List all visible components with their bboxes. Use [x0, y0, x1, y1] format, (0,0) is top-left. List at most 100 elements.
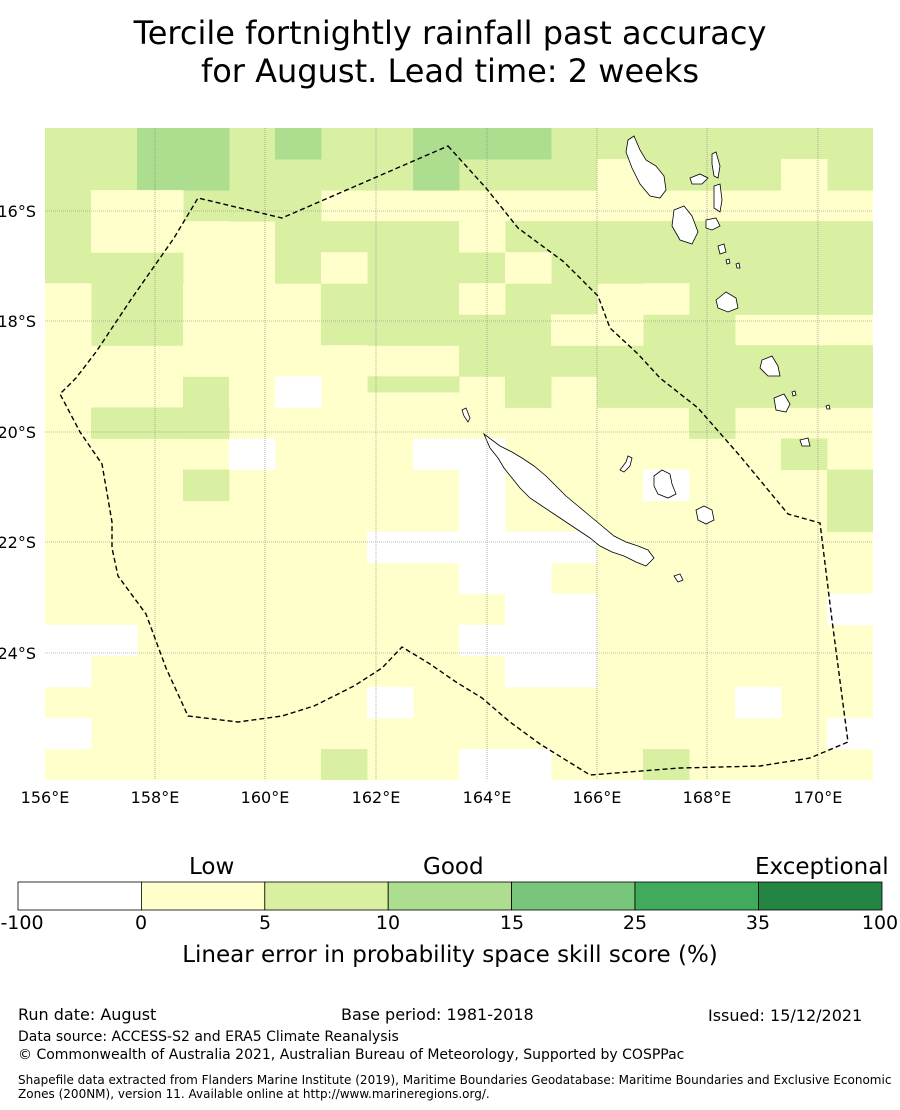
colorbar-tick-100: 100: [861, 912, 899, 934]
colorbar-title: Linear error in probability space skill …: [182, 942, 718, 968]
vanuatu-malekula: [671, 205, 699, 245]
grid-cell-good-5: [91, 283, 184, 346]
grid-cell-low-14: [597, 314, 644, 346]
colorbar-tick-15: 15: [499, 912, 525, 934]
loyalty-island-lifou: [653, 469, 677, 499]
skill-grid: [45, 128, 874, 780]
colorbar-tick-5: 5: [258, 912, 272, 934]
lat-label-16s: 16°S: [0, 202, 36, 221]
map-title-line1: Tercile fortnightly rainfall past accura…: [133, 14, 767, 52]
lat-label-22s: 22°S: [0, 533, 36, 552]
grid-cell-low-10: [45, 283, 92, 408]
new-caledonia-island: [483, 432, 655, 567]
grid-cell-negative-2: [275, 376, 322, 408]
copyright: © Commonwealth of Australia 2021, Austra…: [18, 1047, 685, 1063]
grid-cell-negative-7: [505, 562, 552, 595]
grid-cell-low-8: [459, 283, 506, 315]
eez-boundary: [59, 145, 849, 776]
lat-label-24s: 24°S: [0, 644, 36, 663]
vanuatu-ambrym: [705, 217, 721, 231]
colorbar-segment-15-25: [511, 881, 636, 911]
map-title-line2: for August. Lead time: 2 weeks: [200, 52, 700, 90]
colorbar-segment-neg100-0: [17, 881, 142, 911]
grid-cell-good-8: [597, 376, 873, 408]
colorbar-tick-25: 25: [622, 912, 648, 934]
lon-label-166e: 166°E: [573, 788, 622, 807]
loyalty-island-ouvea: [619, 455, 633, 473]
colorbar-tick-neg100: -100: [0, 912, 44, 934]
grid-cell-negative-0: [45, 624, 138, 657]
grid-cell-negative-16: [735, 686, 782, 719]
lon-label-156e: 156°E: [21, 788, 70, 807]
vanuatu-efate: [715, 291, 739, 313]
vanuatu-ambae: [689, 173, 709, 185]
data-source: Data source: ACCESS-S2 and ERA5 Climate …: [18, 1029, 399, 1045]
grid-cell-good-4: [45, 252, 184, 284]
vanuatu-espiritu-santo: [625, 135, 667, 199]
grid-cell-negative-18: [873, 687, 874, 750]
vanuatu-aneityum: [799, 437, 811, 447]
grid-cell-negative-3: [229, 438, 276, 470]
colorbar-segment-0-5: [140, 881, 266, 911]
small-islet-1: [725, 258, 731, 265]
issued-date: Issued: 15/12/2021: [708, 1006, 863, 1025]
graticule: [45, 128, 873, 780]
lon-label-162e: 162°E: [352, 788, 401, 807]
latitude-labels: 16°S 18°S 20°S 22°S 24°S: [0, 202, 36, 663]
legend-category-exceptional: Exceptional: [755, 854, 889, 880]
vanuatu-erromango: [759, 355, 781, 377]
grid-cell-good-16: [505, 376, 552, 408]
grid-cell-low-2: [321, 252, 368, 284]
grid-cell-low-12: [321, 345, 368, 377]
grid-cell-negative-17: [827, 717, 873, 750]
grid-cell-low-1: [183, 221, 230, 253]
grid-cell-good-22: [643, 749, 690, 780]
grid-cell-negative-15: [827, 593, 873, 626]
small-islet-3: [791, 390, 797, 397]
shapefile-credit: Shapefile data extracted from Flanders M…: [18, 1073, 892, 1101]
grid-cell-better-2: [413, 128, 552, 160]
lon-label-164e: 164°E: [463, 788, 512, 807]
grid-cell-negative-9: [505, 593, 598, 688]
grid-cell-good-19: [183, 469, 230, 501]
grid-cell-good-17: [689, 407, 736, 439]
colorbar-segment-10-15: [387, 881, 513, 911]
small-islet-2: [735, 262, 741, 269]
colorbar-tick-10: 10: [375, 912, 401, 934]
lat-label-20s: 20°S: [0, 423, 36, 442]
grid-cell-good-2: [183, 190, 322, 222]
grid-cell-low-7: [643, 283, 690, 315]
grid-cell-good-10: [367, 376, 460, 393]
grid-cell-good-11: [459, 345, 506, 377]
grid-cell-negative-12: [45, 717, 92, 750]
grid-cell-better-3: [413, 159, 460, 191]
legend-category-good: Good: [423, 854, 484, 880]
grid-cell-good-9: [735, 252, 873, 315]
grid-cell-low-9: [183, 283, 276, 377]
coastlines: [461, 135, 831, 583]
isle-of-pines: [673, 573, 684, 583]
belep-islands: [461, 407, 471, 423]
grid-cell-good-24: [827, 345, 873, 377]
small-islet-4: [825, 404, 831, 410]
lon-label-168e: 168°E: [683, 788, 732, 807]
vanuatu-epi: [717, 243, 727, 255]
grid-cell-low-3: [459, 221, 506, 253]
base-period: Base period: 1981-2018: [341, 1005, 534, 1024]
grid-cell-good-14: [91, 407, 138, 439]
grid-cell-low-11: [551, 314, 598, 346]
map-title: Tercile fortnightly rainfall past accura…: [0, 14, 900, 90]
grid-cell-good-15: [183, 376, 230, 439]
grid-cell-good-20: [873, 407, 874, 439]
grid-cell-negative-11: [367, 686, 414, 719]
lon-label-170e: 170°E: [794, 788, 843, 807]
grid-cell-good-23: [321, 749, 368, 780]
vanuatu-tanna: [773, 393, 791, 413]
lon-label-160e: 160°E: [241, 788, 290, 807]
grid-cell-better-0: [137, 128, 230, 191]
grid-cell-good-21: [827, 469, 873, 501]
colorbar-segment-5-10: [264, 881, 389, 911]
grid-cell-low-0: [91, 190, 184, 253]
run-date: Run date: August: [18, 1005, 157, 1024]
